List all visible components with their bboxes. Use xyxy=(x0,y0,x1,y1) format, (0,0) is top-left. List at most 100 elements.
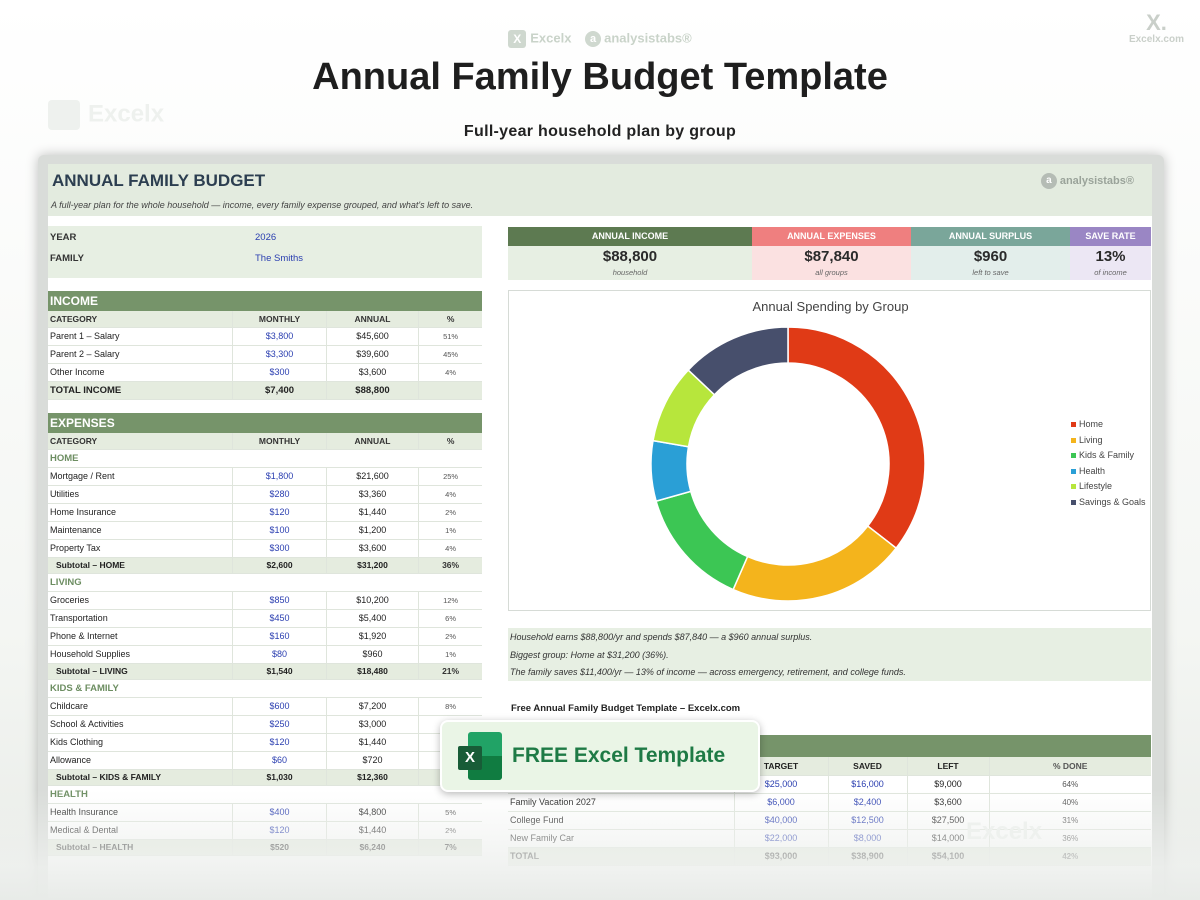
spending-chart[interactable]: Annual Spending by Group Home Living Kids … xyxy=(508,290,1151,611)
monthly-cell[interactable]: $300 xyxy=(232,363,327,382)
kpi-label: ANNUAL SURPLUS xyxy=(911,227,1070,246)
category-cell[interactable]: Home Insurance xyxy=(48,503,233,522)
donut-slice-health[interactable] xyxy=(650,439,692,503)
saved-cell[interactable]: $12,500 xyxy=(827,811,907,830)
kpi-sub: all groups xyxy=(815,268,848,277)
category-cell[interactable]: Property Tax xyxy=(48,539,233,558)
category-cell[interactable]: Parent 1 – Salary xyxy=(48,327,233,346)
pct-cell: 5% xyxy=(418,803,482,822)
monthly-cell[interactable]: $120 xyxy=(232,733,327,752)
year-value[interactable]: 2026 xyxy=(255,232,277,243)
group-kids-family: KIDS & FAMILY xyxy=(48,679,482,698)
category-cell[interactable]: Transportation xyxy=(48,609,233,628)
monthly-cell[interactable]: $3,800 xyxy=(232,327,327,346)
promo-link[interactable]: Free Annual Family Budget Template – Exc… xyxy=(511,703,741,714)
legend-item[interactable]: Health xyxy=(1071,466,1146,482)
insight-line: Household earns $88,800/yr and spends $8… xyxy=(510,632,813,642)
category-cell[interactable]: Phone & Internet xyxy=(48,627,233,646)
monthly-cell[interactable]: $120 xyxy=(232,821,327,840)
monthly-cell[interactable]: $450 xyxy=(232,609,327,628)
top-brand-strip: X Excelx a analysistabs® xyxy=(0,30,1200,48)
col-category: CATEGORY xyxy=(48,311,233,328)
subtotal-pct: 21% xyxy=(418,663,482,680)
monthly-cell[interactable]: $3,300 xyxy=(232,345,327,364)
category-cell[interactable]: Health Insurance xyxy=(48,803,233,822)
category-cell[interactable]: Medical & Dental xyxy=(48,821,233,840)
category-cell[interactable]: Other Income xyxy=(48,363,233,382)
monthly-cell[interactable]: $850 xyxy=(232,591,327,610)
category-cell[interactable]: Kids Clothing xyxy=(48,733,233,752)
monthly-cell[interactable]: $160 xyxy=(232,627,327,646)
col-monthly: MONTHLY xyxy=(232,433,327,450)
kpi-strip: ANNUAL INCOME $88,800 household ANNUAL E… xyxy=(508,227,1151,280)
excel-logo-icon: X xyxy=(458,732,502,780)
monthly-cell[interactable]: $280 xyxy=(232,485,327,504)
info-block: YEAR 2026 FAMILY The Smiths xyxy=(48,226,482,278)
goals-total-target: $93,000 xyxy=(733,847,828,866)
legend-label: Kids & Family xyxy=(1079,450,1135,460)
table-row: Childcare $600 $7,200 8% xyxy=(48,697,482,716)
goal-cell[interactable]: New Family Car xyxy=(508,829,734,848)
goals-total-row: TOTAL $93,000 $38,900 $54,100 42% xyxy=(508,847,1151,866)
monthly-cell[interactable]: $80 xyxy=(232,645,327,664)
category-cell[interactable]: Household Supplies xyxy=(48,645,233,664)
category-cell[interactable]: Utilities xyxy=(48,485,233,504)
monthly-cell[interactable]: $250 xyxy=(232,715,327,734)
monthly-cell[interactable]: $100 xyxy=(232,521,327,540)
annual-cell: $3,600 xyxy=(325,539,419,558)
annual-cell: $1,920 xyxy=(325,627,419,646)
saved-cell[interactable]: $2,400 xyxy=(827,793,907,812)
subtotal-monthly: $1,030 xyxy=(232,769,327,786)
family-value[interactable]: The Smiths xyxy=(255,253,304,264)
category-cell[interactable]: Mortgage / Rent xyxy=(48,467,233,486)
group-home: HOME xyxy=(48,449,482,468)
legend-item[interactable]: Home xyxy=(1071,419,1146,435)
goal-cell[interactable]: Family Vacation 2027 xyxy=(508,793,734,812)
monthly-cell[interactable]: $120 xyxy=(232,503,327,522)
legend-item[interactable]: Kids & Family xyxy=(1071,450,1146,466)
target-cell[interactable]: $6,000 xyxy=(733,793,828,812)
legend-swatch xyxy=(1071,468,1076,474)
total-label: TOTAL INCOME xyxy=(48,381,233,400)
saved-cell[interactable]: $8,000 xyxy=(827,829,907,848)
annual-cell: $3,000 xyxy=(325,715,419,734)
annual-cell: $1,440 xyxy=(325,733,419,752)
goal-cell[interactable]: College Fund xyxy=(508,811,734,830)
legend-item[interactable]: Lifestyle xyxy=(1071,481,1146,497)
saved-cell[interactable]: $16,000 xyxy=(827,775,907,794)
watermark-text: Excelx xyxy=(88,100,165,128)
legend-label: Health xyxy=(1079,465,1106,476)
target-cell[interactable]: $40,000 xyxy=(733,811,828,830)
category-cell[interactable]: School & Activities xyxy=(48,715,233,734)
table-row: Parent 2 – Salary $3,300 $39,600 45% xyxy=(48,345,482,364)
col-pct-done: % DONE xyxy=(988,757,1151,776)
legend-item[interactable]: Living xyxy=(1071,435,1146,451)
legend-item[interactable]: Savings & Goals xyxy=(1071,497,1146,513)
left-cell: $3,600 xyxy=(906,793,989,812)
category-cell[interactable]: Childcare xyxy=(48,697,233,716)
donut-slice-kids-family[interactable] xyxy=(655,490,749,591)
category-cell[interactable]: Allowance xyxy=(48,751,233,770)
kpi-card-expenses: ANNUAL EXPENSES $87,840 all groups xyxy=(752,227,911,280)
monthly-cell[interactable]: $400 xyxy=(232,803,327,822)
sheet-description: A full-year plan for the whole household… xyxy=(51,200,474,210)
sheet-header: ANNUAL FAMILY BUDGET A full-year plan fo… xyxy=(48,164,1152,216)
table-row: Property Tax $300 $3,600 4% xyxy=(48,539,482,558)
donut-slice-home[interactable] xyxy=(787,326,926,550)
subtotal-label: Subtotal – LIVING xyxy=(48,663,233,680)
category-cell[interactable]: Maintenance xyxy=(48,521,233,540)
monthly-cell[interactable]: $60 xyxy=(232,751,327,770)
subtotal-pct: 7% xyxy=(418,839,482,856)
donut-slice-living[interactable] xyxy=(732,524,898,602)
monthly-cell[interactable]: $300 xyxy=(232,539,327,558)
monthly-cell[interactable]: $600 xyxy=(232,697,327,716)
monthly-cell[interactable]: $1,800 xyxy=(232,467,327,486)
legend-label: Savings & Goals xyxy=(1079,496,1146,507)
table-row: Health Insurance $400 $4,800 5% xyxy=(48,803,482,822)
free-template-badge[interactable]: X FREE Excel Template xyxy=(440,720,760,792)
group-health: HEALTH xyxy=(48,785,482,804)
donut-slice-savings-goals[interactable] xyxy=(687,326,789,396)
target-cell[interactable]: $22,000 xyxy=(733,829,828,848)
category-cell[interactable]: Groceries xyxy=(48,591,233,610)
category-cell[interactable]: Parent 2 – Salary xyxy=(48,345,233,364)
